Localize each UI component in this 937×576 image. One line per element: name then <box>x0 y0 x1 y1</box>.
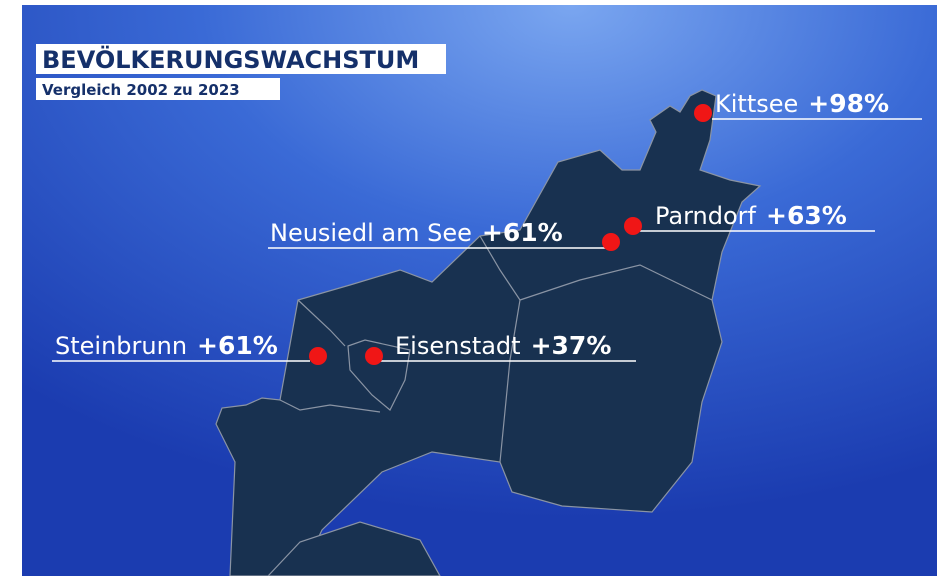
places: Kittsee +98% Parndorf +63% Neusiedl am See +6… <box>52 89 922 365</box>
title: BEVÖLKERUNGSWACHSTUM <box>42 44 419 74</box>
place-name: Eisenstadt <box>395 332 521 360</box>
place-label: Neusiedl am See +61% <box>270 218 563 247</box>
place-name: Kittsee <box>715 90 798 118</box>
place-dot <box>309 347 327 365</box>
map-region <box>215 89 762 576</box>
place-name: Parndorf <box>655 202 757 230</box>
place-label: Eisenstadt +37% <box>395 331 611 360</box>
place-dot <box>624 217 642 235</box>
place-label: Steinbrunn +61% <box>55 331 278 360</box>
subtitle: Vergleich 2002 zu 2023 <box>42 81 240 99</box>
place-change: +63% <box>766 201 847 230</box>
place-change: +98% <box>808 89 889 118</box>
place-label: Parndorf +63% <box>655 201 847 230</box>
place-name: Neusiedl am See <box>270 219 472 247</box>
subtitle-box <box>36 78 280 100</box>
place-name: Steinbrunn <box>55 332 187 360</box>
district-outline <box>347 339 411 411</box>
place-change: +61% <box>197 331 278 360</box>
title-box <box>36 44 446 74</box>
district-outline <box>267 521 441 576</box>
place-dot <box>694 104 712 122</box>
place-change: +61% <box>482 218 563 247</box>
place-label: Kittsee +98% <box>715 89 889 118</box>
district-border <box>279 235 713 463</box>
place-change: +37% <box>531 331 612 360</box>
place-dot <box>365 347 383 365</box>
place-dot <box>602 233 620 251</box>
